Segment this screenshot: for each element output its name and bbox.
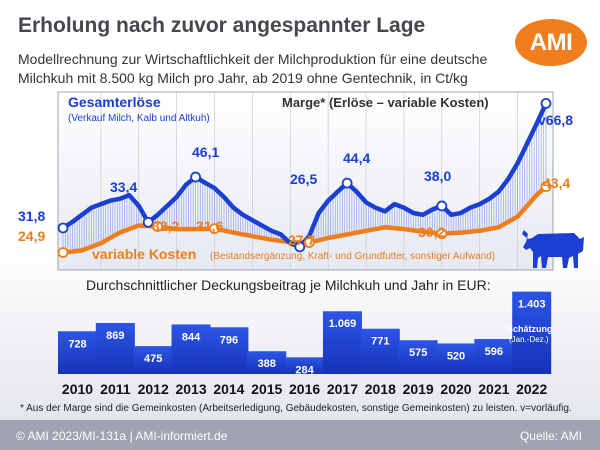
bar: [474, 339, 514, 374]
year-tick-label: 2012: [138, 381, 169, 397]
legend-revenue-title: Gesamterlöse: [68, 94, 161, 110]
label-costs-2014: 31,6: [196, 218, 223, 234]
year-tick-label: 2021: [478, 381, 509, 397]
bar-chart: 728 2010 869 2011 475 2012 844 2013 796 2014 388 20…: [58, 291, 552, 397]
year-tick-label: 2019: [403, 381, 434, 397]
bar-annotation: Schätzung: [507, 324, 553, 334]
bar: [436, 343, 476, 374]
bar-value-label: 596: [485, 346, 503, 358]
year-tick-label: 2018: [365, 381, 396, 397]
bar-value-label: 796: [220, 334, 238, 346]
bar-value-label: 869: [106, 330, 124, 342]
revenue-marker: [540, 97, 552, 109]
bar: [171, 324, 211, 374]
label-costs-2020: 30,2: [418, 224, 445, 240]
year-tick-label: 2015: [251, 381, 282, 397]
year-tick-label: 2013: [175, 381, 206, 397]
bar: [209, 327, 249, 374]
bar-value-label: 575: [409, 347, 427, 359]
legend-margin: Marge* (Erlöse – variable Kosten): [282, 95, 489, 110]
revenue-marker: [190, 171, 201, 183]
year-tick-label: 2017: [327, 381, 358, 397]
label-costs-2012: 32,2: [152, 218, 179, 234]
series-markers: [57, 97, 552, 258]
bar-value-label: 728: [68, 338, 86, 350]
margin-area: [62, 103, 547, 253]
label-revenue-2013: 46,1: [192, 144, 219, 160]
label-revenue-2012: 33,4: [110, 179, 137, 195]
bar: [133, 346, 173, 374]
bar: [398, 340, 438, 374]
grid: [100, 92, 518, 270]
bar-value-label: 284: [295, 364, 314, 376]
page-subtitle: Modellrechnung zur Wirtschaftlichkeit de…: [18, 51, 488, 86]
label-revenue-2016: 26,5: [290, 171, 317, 187]
label-costs-2010: 24,9: [18, 228, 45, 244]
bar-value-label: 475: [144, 353, 162, 365]
revenue-marker: [57, 222, 69, 234]
costs-marker: [57, 247, 69, 258]
page-title: Erholung nach zuvor angespannter Lage: [18, 14, 426, 37]
bar: [58, 331, 97, 374]
year-tick-label: 2016: [289, 381, 320, 397]
ami-logo: AMI: [515, 19, 587, 66]
bar: [322, 311, 362, 374]
label-costs-2022: 43,4: [543, 175, 570, 191]
label-revenue-2020: 38,0: [424, 168, 451, 184]
bar-chart-title: Durchschnittlicher Deckungsbeitrag je Mi…: [86, 277, 491, 293]
costs-marker: [209, 223, 220, 235]
chart-canvas: Gesamterlöse (Verkauf Milch, Kalb und Al…: [18, 91, 584, 414]
bar-value-label: 771: [371, 336, 389, 348]
cow-icon: [522, 230, 584, 268]
label-revenue-2022: v66,8: [538, 112, 573, 128]
legend-revenue-sub: (Verkauf Milch, Kalb und Altkuh): [68, 113, 210, 124]
bar: [512, 291, 552, 374]
costs-marker: [540, 181, 552, 193]
revenue-marker: [436, 200, 448, 212]
year-tick-label: 2014: [213, 381, 244, 397]
year-tick-label: 2011: [100, 381, 131, 397]
footer-bar: © AMI 2023/MI-131a | AMI-informiert.de Q…: [0, 420, 600, 450]
bar: [285, 357, 325, 374]
bar-value-label: 1.403: [518, 299, 546, 311]
label-costs-2016: 27,7: [288, 232, 315, 248]
label-revenue-2010: 31,8: [18, 208, 45, 224]
footer-credit: © AMI 2023/MI-131a | AMI-informiert.de: [16, 429, 228, 443]
bar: [247, 351, 287, 374]
legend-costs-sub: (Bestandsergänzung, Kraft- und Grundfutt…: [210, 251, 495, 262]
revenue-marker: [341, 177, 353, 189]
bar-annotation-sub: (Jan.-Dez.): [509, 335, 549, 344]
bar-value-label: 1.069: [329, 318, 357, 330]
year-tick-label: 2020: [440, 381, 471, 397]
legend-costs-title: variable Kosten: [92, 246, 196, 262]
footer-source: Quelle: AMI: [519, 429, 582, 443]
bar: [360, 328, 400, 374]
bar-value-label: 844: [182, 331, 201, 343]
costs-marker: [436, 228, 448, 240]
bar: [95, 322, 135, 374]
revenue-marker: [294, 241, 306, 253]
costs-marker: [152, 221, 164, 232]
bar-value-label: 520: [447, 350, 465, 362]
footnote: * Aus der Marge sind die Gemeinkosten (A…: [20, 403, 572, 414]
costs-marker: [303, 237, 315, 248]
year-tick-label: 2010: [62, 381, 93, 397]
bar-value-label: 388: [258, 358, 276, 370]
label-revenue-2017: 44,4: [343, 150, 370, 166]
revenue-marker: [142, 216, 154, 228]
year-tick-label: 2022: [516, 381, 547, 397]
